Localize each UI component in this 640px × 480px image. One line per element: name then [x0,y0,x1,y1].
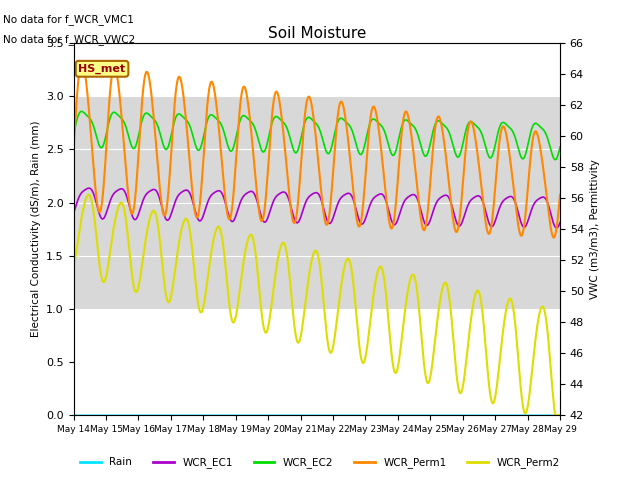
WCR_EC2 [233,132,241,138]
WCR_EC2 [166,137,174,143]
Rain [556,412,564,418]
Bar [74,96,560,309]
WCR_EC2 [78,108,86,114]
WCR_Perm1 [556,192,564,197]
Text: No data for f_WCR_VWC2: No data for f_WCR_VWC2 [3,34,136,45]
WCR_EC1 [456,223,463,229]
WCR_Perm2 [392,370,400,376]
WCR_EC1 [392,220,400,226]
WCR_EC2 [556,144,564,150]
Rain [499,412,506,418]
WCR_Perm1 [233,149,241,155]
WCR_EC1 [556,220,564,226]
WCR_Perm2 [233,310,241,316]
WCR_Perm1 [78,59,86,65]
WCR_Perm1 [456,216,463,222]
Y-axis label: VWC (m3/m3), Permittivity: VWC (m3/m3), Permittivity [589,159,600,299]
WCR_EC1 [499,199,506,204]
Rain [166,412,174,418]
WCR_Perm1 [392,198,400,204]
WCR_EC2 [499,120,506,125]
Title: Soil Moisture: Soil Moisture [268,25,366,41]
WCR_Perm1 [499,124,506,130]
WCR_EC2 [392,147,400,153]
WCR_EC1 [70,210,77,216]
WCR_Perm1 [70,145,77,151]
Line: WCR_EC2: WCR_EC2 [74,111,560,160]
Rain [70,412,77,418]
WCR_EC2 [456,153,463,158]
WCR_EC1 [179,189,186,195]
Line: WCR_EC1: WCR_EC1 [74,188,560,228]
WCR_Perm2 [166,297,174,302]
Line: WCR_Perm1: WCR_Perm1 [74,62,560,238]
WCR_Perm1 [550,235,557,240]
WCR_EC2 [70,132,77,137]
WCR_Perm2 [85,192,93,198]
Rain [456,412,463,418]
Text: No data for f_WCR_VMC1: No data for f_WCR_VMC1 [3,14,134,25]
WCR_EC2 [179,113,186,119]
Legend: Rain, WCR_EC1, WCR_EC2, WCR_Perm1, WCR_Perm2: Rain, WCR_EC1, WCR_EC2, WCR_Perm1, WCR_P… [76,453,564,472]
Text: HS_met: HS_met [79,64,125,74]
WCR_EC1 [553,225,561,231]
WCR_Perm1 [166,164,174,169]
Line: WCR_Perm2: WCR_Perm2 [74,195,560,415]
WCR_Perm2 [552,412,559,418]
WCR_EC1 [85,185,93,191]
WCR_EC1 [166,214,174,219]
Rain [392,412,399,418]
WCR_Perm2 [456,389,463,395]
WCR_Perm2 [70,264,77,270]
WCR_Perm2 [179,224,186,230]
WCR_EC1 [233,211,241,217]
Rain [232,412,240,418]
Y-axis label: Electrical Conductivity (dS/m), Rain (mm): Electrical Conductivity (dS/m), Rain (mm… [31,121,40,337]
WCR_Perm2 [556,412,564,418]
WCR_EC2 [552,157,559,163]
WCR_Perm2 [499,332,506,338]
WCR_Perm1 [179,84,186,89]
Rain [178,412,186,418]
